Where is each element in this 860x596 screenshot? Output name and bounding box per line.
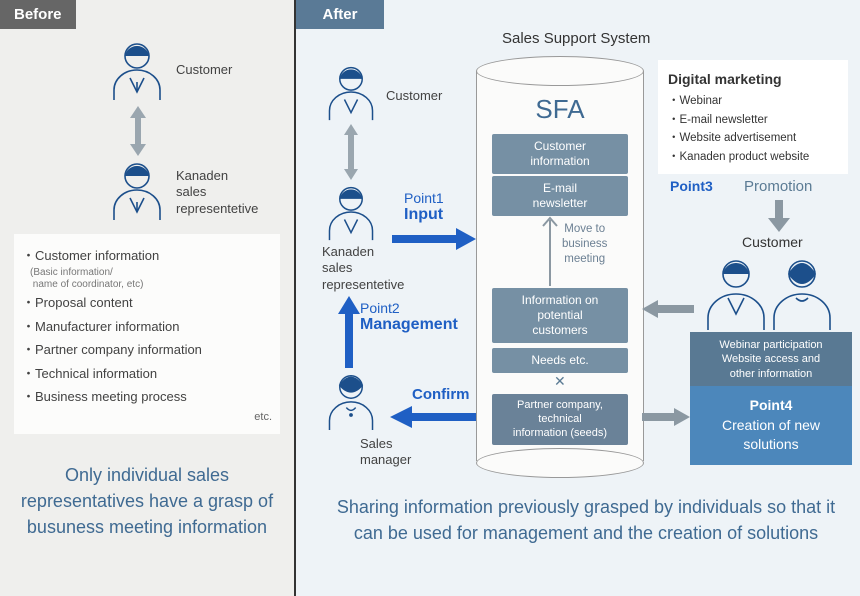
chip-potential: Information on potential customers — [492, 288, 628, 343]
cust-to-sfa-arrow-icon — [642, 300, 694, 323]
after-customer-icon — [322, 62, 380, 122]
chip-email: E-mail newsletter — [492, 176, 628, 216]
bullet: ・Manufacturer information — [22, 315, 272, 338]
bullet: ・Proposal content — [22, 291, 272, 314]
after-tab: After — [296, 0, 384, 29]
x-symbol: ✕ — [554, 373, 566, 390]
sys-title: Sales Support System — [502, 30, 650, 47]
before-rep-label: Kanaden sales representetive — [176, 168, 258, 217]
bullet: ・Technical information — [22, 362, 272, 385]
before-customer-label: Customer — [176, 62, 232, 78]
chip-customer-info: Customer information — [492, 134, 628, 174]
move-arrow-icon — [540, 212, 560, 291]
chip-needs: Needs etc. — [492, 348, 628, 373]
point4-a: Point4 — [696, 396, 846, 416]
dm-box: Digital marketing ・Webinar ・E-mail newsl… — [658, 60, 848, 174]
before-rep-icon — [106, 158, 168, 222]
customer2-label: Customer — [742, 234, 803, 250]
bullet: ・Customer information — [22, 244, 272, 267]
chip-partner: Partner company, technical information (… — [492, 394, 628, 445]
before-arrow-icon — [128, 106, 148, 161]
after-summary: Sharing information previously grasped b… — [336, 494, 836, 546]
before-panel: Before Customer Kanaden sales represente… — [0, 0, 294, 596]
dm-item: ・E-mail newsletter — [668, 111, 838, 129]
partner-arrow-icon — [642, 408, 690, 431]
dm-head: Digital marketing — [668, 68, 838, 90]
bullet-sub: (Basic information/ name of coordinator,… — [30, 267, 272, 291]
mgmt-arrow-icon — [338, 296, 360, 373]
point3-label: Point3 — [670, 178, 713, 194]
after-rep-icon — [322, 182, 380, 242]
dm-item: ・Kanaden product website — [668, 148, 838, 166]
move-label: Move to business meeting — [562, 222, 607, 267]
customer-pair-icon — [694, 254, 844, 332]
confirm-arrow-icon — [390, 406, 476, 433]
point4-b: Creation of new solutions — [696, 416, 846, 455]
after-mgr-label: Sales manager — [360, 436, 411, 469]
promotion-label: Promotion — [744, 178, 812, 195]
webinar-tag: Webinar participation Website access and… — [690, 332, 852, 387]
before-info-box: ・Customer information (Basic information… — [14, 234, 280, 434]
after-customer-label: Customer — [386, 88, 442, 104]
before-tab: Before — [0, 0, 76, 29]
etc-label: etc. — [22, 408, 272, 428]
after-updown-arrow-icon — [342, 124, 360, 185]
point4-box: Point4 Creation of new solutions — [690, 386, 852, 465]
confirm-label: Confirm — [412, 386, 470, 403]
promo-arrow-icon — [768, 200, 790, 237]
point2-label: Point2Management — [360, 300, 458, 334]
before-summary: Only individual sales representatives ha… — [14, 462, 280, 540]
after-mgr-icon — [322, 370, 380, 432]
bullet: ・Partner company information — [22, 338, 272, 361]
point1-label: Point1Input — [404, 190, 444, 224]
sfa-title: SFA — [476, 94, 644, 125]
after-panel: After Sales Support System SFA Customer … — [294, 0, 860, 596]
input-arrow-icon — [392, 228, 476, 255]
dm-item: ・Webinar — [668, 92, 838, 110]
dm-item: ・Website advertisement — [668, 129, 838, 147]
before-customer-icon — [106, 38, 168, 102]
bullet: ・Business meeting process — [22, 385, 272, 408]
